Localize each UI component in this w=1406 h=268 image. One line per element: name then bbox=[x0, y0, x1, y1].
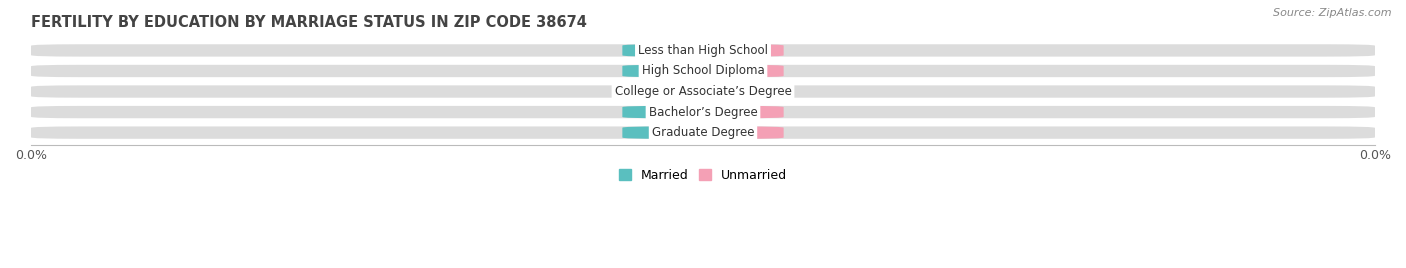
Text: 0.0%: 0.0% bbox=[648, 107, 678, 117]
FancyBboxPatch shape bbox=[623, 106, 703, 118]
Text: Graduate Degree: Graduate Degree bbox=[652, 126, 754, 139]
Text: 0.0%: 0.0% bbox=[728, 87, 758, 96]
FancyBboxPatch shape bbox=[31, 85, 1375, 98]
Text: Source: ZipAtlas.com: Source: ZipAtlas.com bbox=[1274, 8, 1392, 18]
Text: FERTILITY BY EDUCATION BY MARRIAGE STATUS IN ZIP CODE 38674: FERTILITY BY EDUCATION BY MARRIAGE STATU… bbox=[31, 15, 586, 30]
Text: 0.0%: 0.0% bbox=[728, 66, 758, 76]
FancyBboxPatch shape bbox=[703, 85, 783, 98]
FancyBboxPatch shape bbox=[31, 126, 1375, 139]
Text: 0.0%: 0.0% bbox=[648, 128, 678, 138]
Text: Less than High School: Less than High School bbox=[638, 44, 768, 57]
Text: 0.0%: 0.0% bbox=[648, 66, 678, 76]
FancyBboxPatch shape bbox=[31, 44, 1375, 57]
Text: College or Associate’s Degree: College or Associate’s Degree bbox=[614, 85, 792, 98]
FancyBboxPatch shape bbox=[703, 106, 783, 118]
FancyBboxPatch shape bbox=[623, 85, 703, 98]
FancyBboxPatch shape bbox=[623, 126, 703, 139]
Text: 0.0%: 0.0% bbox=[728, 107, 758, 117]
FancyBboxPatch shape bbox=[703, 44, 783, 57]
Text: 0.0%: 0.0% bbox=[648, 87, 678, 96]
FancyBboxPatch shape bbox=[31, 106, 1375, 118]
Legend: Married, Unmarried: Married, Unmarried bbox=[613, 164, 793, 187]
FancyBboxPatch shape bbox=[623, 65, 703, 77]
FancyBboxPatch shape bbox=[703, 65, 783, 77]
FancyBboxPatch shape bbox=[623, 44, 703, 57]
FancyBboxPatch shape bbox=[703, 126, 783, 139]
FancyBboxPatch shape bbox=[31, 65, 1375, 77]
Text: Bachelor’s Degree: Bachelor’s Degree bbox=[648, 106, 758, 118]
Text: 0.0%: 0.0% bbox=[648, 46, 678, 55]
Text: 0.0%: 0.0% bbox=[728, 46, 758, 55]
Text: 0.0%: 0.0% bbox=[728, 128, 758, 138]
Text: High School Diploma: High School Diploma bbox=[641, 65, 765, 77]
